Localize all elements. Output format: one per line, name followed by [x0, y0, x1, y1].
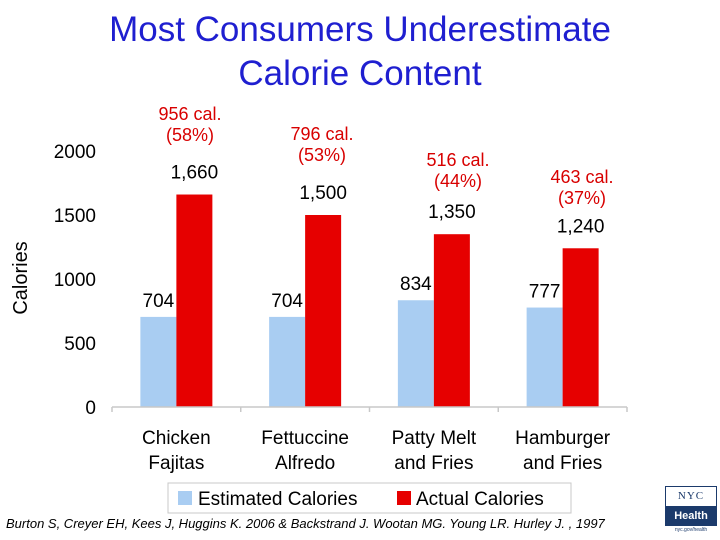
y-tick-label: 2000 [54, 142, 96, 163]
data-label-actual: 1,500 [299, 183, 347, 204]
category-label: Hamburger [515, 428, 611, 449]
annotation-calories: 516 cal. [426, 150, 490, 170]
annotation-percent: (53%) [297, 145, 346, 165]
category-label: Fajitas [148, 453, 204, 474]
annotation-calories: 796 cal. [290, 124, 354, 144]
annotation-calories: 956 cal. [158, 104, 222, 124]
logo-health-text: Health [666, 507, 716, 525]
bar-actual [305, 215, 342, 407]
annotation-percent: (37%) [557, 188, 606, 208]
bar-actual [562, 248, 599, 407]
logo-nyc-text: NYC [666, 487, 716, 507]
category-label: Alfredo [275, 453, 335, 474]
nyc-health-logo: NYC Health nyc.gov/health [665, 486, 717, 538]
citation: Burton S, Creyer EH, Kees J, Huggins K. … [6, 516, 605, 531]
legend-swatch-estimated [178, 491, 192, 505]
y-tick-label: 1500 [54, 206, 96, 227]
annotation-percent: (58%) [165, 125, 214, 145]
logo-box: NYC Health [665, 486, 717, 526]
y-tick-label: 0 [85, 398, 96, 419]
legend-swatch-actual [397, 491, 411, 505]
data-label-estimated: 704 [143, 291, 175, 312]
data-label-estimated: 704 [271, 291, 303, 312]
data-label-actual: 1,660 [171, 163, 219, 184]
logo-url-text: nyc.gov/health [674, 527, 708, 533]
title-line-1: Most Consumers Underestimate [109, 10, 611, 49]
category-label: and Fries [394, 453, 473, 474]
difference-annotation-fettuccine-alfredo: 796 cal. (53%) [282, 124, 362, 166]
data-label-actual: 1,240 [557, 216, 605, 237]
legend-frame [167, 482, 572, 514]
legend: Estimated Calories Actual Calories [167, 482, 572, 514]
bar-estimated [140, 316, 177, 407]
category-label: Chicken [142, 428, 211, 449]
legend-label-actual: Actual Calories [416, 489, 544, 510]
y-tick-label: 500 [64, 334, 96, 355]
difference-annotation-patty-melt: 516 cal. (44%) [418, 150, 498, 192]
y-axis-label: Calories [10, 241, 32, 314]
data-label-estimated: 834 [400, 274, 432, 295]
legend-label-estimated: Estimated Calories [198, 489, 357, 510]
data-label-actual: 1,350 [428, 202, 476, 223]
bar-actual [433, 234, 470, 407]
bar-estimated [397, 300, 434, 407]
category-label: and Fries [523, 453, 602, 474]
bar-estimated [526, 307, 563, 407]
bar-actual [176, 194, 213, 407]
annotation-percent: (44%) [433, 171, 482, 191]
difference-annotation-hamburger: 463 cal. (37%) [542, 167, 622, 209]
title-line-2: Calorie Content [238, 54, 482, 93]
page-title: Most Consumers Underestimate Calorie Con… [0, 8, 720, 96]
difference-annotation-chicken-fajitas: 956 cal. (58%) [150, 104, 230, 146]
bar-estimated [269, 316, 306, 407]
annotation-calories: 463 cal. [550, 167, 614, 187]
data-label-estimated: 777 [529, 282, 561, 303]
category-label: Patty Melt [392, 428, 477, 449]
y-tick-label: 1000 [54, 270, 96, 291]
category-label: Fettuccine [261, 428, 349, 449]
